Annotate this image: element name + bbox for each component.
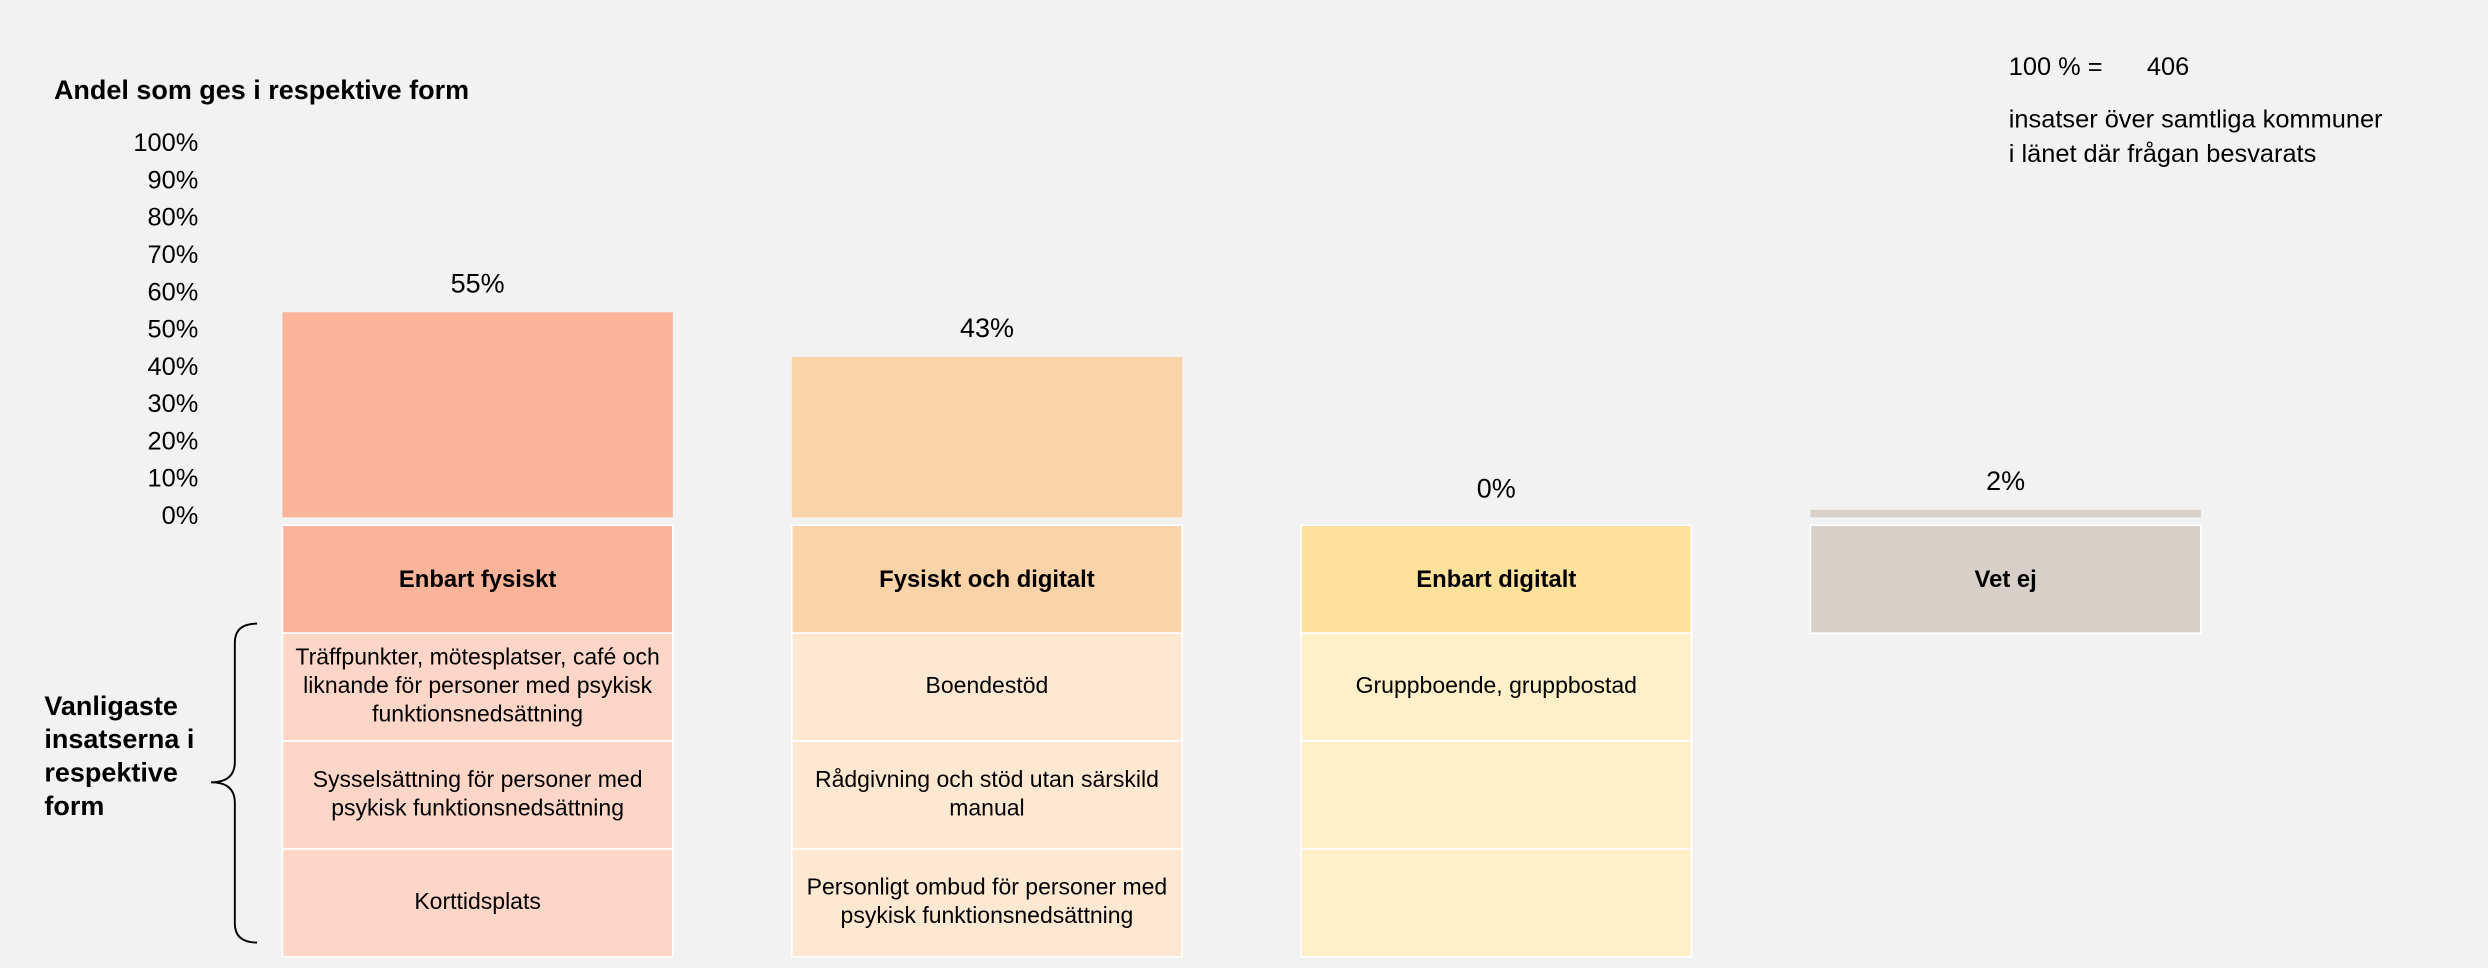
side-label: Vanligaste — [44, 691, 177, 721]
value-label: 55% — [451, 268, 505, 298]
intervention-cell — [1300, 632, 1693, 742]
side-label: respektive — [44, 757, 177, 787]
value-label: 2% — [1986, 466, 2025, 496]
intervention-cell — [1300, 740, 1693, 850]
y-tick-label: 90% — [148, 166, 199, 194]
intervention-text: Rådgivning och stöd utan särskild — [815, 766, 1159, 792]
intervention-cell — [790, 632, 1183, 742]
category-label: Enbart fysiskt — [399, 566, 556, 593]
intervention-text: Personligt ombud för personer med — [807, 874, 1168, 900]
value-label: 43% — [960, 313, 1014, 343]
category-label: Vet ej — [1975, 566, 2037, 593]
bar — [1810, 509, 2201, 518]
y-tick-label: 20% — [148, 427, 199, 455]
y-tick-label: 60% — [148, 278, 199, 306]
y-tick-label: 50% — [148, 316, 199, 344]
intervention-cell — [281, 740, 674, 850]
y-tick-label: 100% — [133, 129, 198, 157]
intervention-text: Sysselsättning för personer med — [313, 766, 643, 792]
category-header — [281, 524, 674, 634]
y-tick-label: 80% — [148, 204, 199, 232]
category-label: Enbart digitalt — [1416, 566, 1576, 593]
intervention-text: Boendestöd — [926, 672, 1049, 698]
y-tick-label: 10% — [148, 465, 199, 493]
brace — [211, 622, 258, 944]
intervention-cell — [790, 848, 1183, 958]
bar — [791, 356, 1183, 518]
note: insatser över samtliga kommuner — [2009, 105, 2383, 133]
side-label: form — [44, 791, 104, 821]
intervention-cell — [281, 848, 674, 958]
intervention-text: liknande för personer med psykisk — [303, 672, 652, 698]
intervention-text: funktionsnedsättning — [372, 701, 583, 727]
category-header — [1300, 524, 1693, 634]
intervention-text: Träffpunkter, mötesplatser, café och — [295, 644, 659, 670]
y-tick-label: 40% — [148, 353, 199, 381]
value-label: 0% — [1477, 473, 1516, 503]
intervention-text: Korttidsplats — [414, 888, 541, 914]
note: i länet där frågan besvarats — [2009, 140, 2317, 168]
category-label: Fysiskt och digitalt — [879, 566, 1095, 593]
chart-title: Andel som ges i respektive form — [54, 75, 469, 105]
total-value: 406 — [2147, 53, 2189, 81]
intervention-text: psykisk funktionsnedsättning — [331, 794, 624, 820]
intervention-text: manual — [949, 794, 1024, 820]
intervention-text: psykisk funktionsnedsättning — [841, 902, 1134, 928]
category-header — [1809, 524, 2202, 634]
total-label: 100 % = — [2009, 53, 2103, 81]
y-tick-label: 70% — [148, 241, 199, 269]
intervention-cell — [1300, 848, 1693, 958]
intervention-text: Gruppboende, gruppbostad — [1356, 672, 1637, 698]
side-label: insatserna i — [44, 724, 194, 754]
y-tick-label: 30% — [148, 390, 199, 418]
y-tick-label: 0% — [162, 502, 199, 530]
bar — [282, 312, 673, 518]
intervention-cell — [790, 740, 1183, 850]
category-header — [790, 524, 1183, 634]
